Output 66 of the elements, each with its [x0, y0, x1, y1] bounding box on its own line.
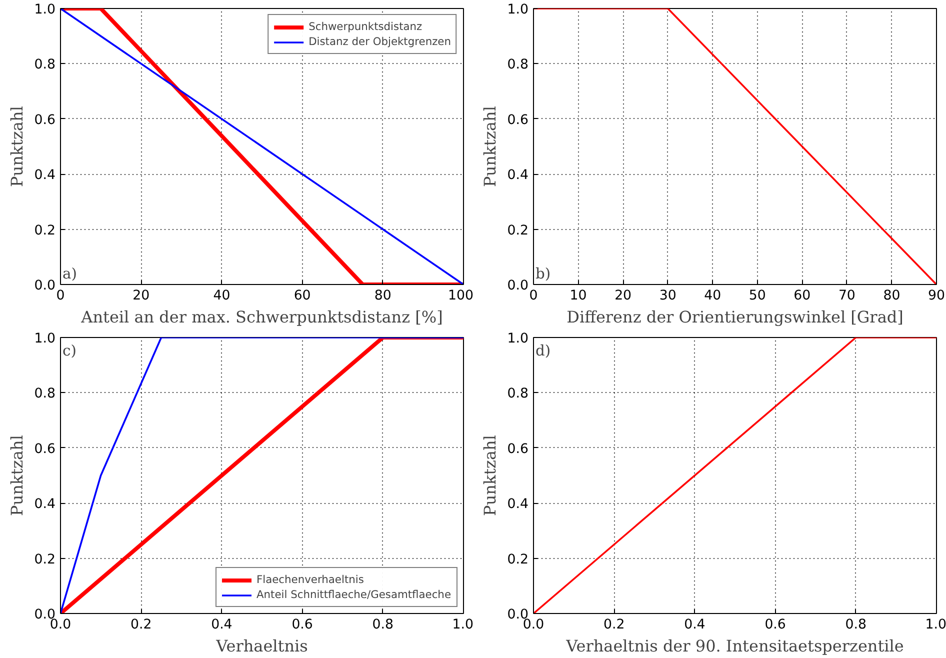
y-axis-title: Punktzahl	[7, 435, 26, 516]
annotation: c)	[62, 342, 76, 360]
y-tick-label: 0.2	[34, 552, 56, 568]
x-tick-label: 10	[570, 288, 587, 304]
y-tick-label: 0.6	[507, 442, 529, 457]
y-tick-label: 0.4	[507, 168, 529, 184]
annotation: a)	[62, 266, 77, 282]
x-tick-label: 0.4	[211, 618, 232, 632]
annotation: b)	[536, 266, 551, 282]
x-tick-label: 0.4	[684, 618, 706, 632]
annotation: d)	[536, 342, 551, 360]
x-tick-label: 0.8	[845, 618, 867, 632]
x-tick-label: 80	[374, 288, 392, 304]
y-tick-label: 0.6	[507, 112, 529, 128]
x-tick-label: 20	[614, 288, 632, 304]
x-tick-label: 1.0	[452, 618, 474, 632]
x-tick-label: 90	[928, 288, 945, 304]
y-tick-label: 0.2	[507, 552, 529, 568]
y-axis-title: Punktzahl	[7, 106, 26, 187]
x-tick-label: 0.0	[522, 618, 544, 632]
x-tick-label: 0	[56, 288, 65, 304]
x-tick-label: 0.6	[292, 618, 313, 632]
x-tick-label: 60	[794, 288, 811, 304]
x-tick-label: 30	[659, 288, 676, 304]
y-axis-title: Punktzahl	[480, 106, 500, 187]
x-tick-label: 0.2	[604, 618, 625, 632]
x-axis-title: Verhaeltnis der 90. Intensitaetsperzentile	[565, 636, 904, 656]
y-tick-label: 0.2	[34, 223, 56, 238]
x-axis-title: Verhaeltnis	[215, 636, 308, 656]
y-tick-label: 0.0	[507, 278, 529, 294]
x-tick-label: 40	[213, 288, 230, 304]
x-axis-title: Anteil an der max. Schwerpunktsdistanz [%]	[80, 308, 443, 326]
y-tick-label: 1.0	[34, 332, 56, 346]
y-tick-label: 0.2	[507, 223, 529, 238]
y-tick-label: 0.4	[34, 168, 56, 184]
x-tick-label: 100	[448, 288, 474, 304]
x-tick-label: 0.8	[372, 618, 394, 632]
y-tick-label: 0.8	[34, 386, 56, 402]
x-tick-label: 60	[294, 288, 311, 304]
y-tick-label: 0.6	[34, 112, 56, 128]
x-tick-label: 0.2	[130, 618, 152, 632]
x-tick-label: 0.6	[764, 618, 786, 632]
x-tick-label: 40	[704, 288, 722, 304]
y-tick-label: 1.0	[507, 2, 529, 18]
y-axis-title: Punktzahl	[480, 435, 500, 516]
y-tick-label: 0.4	[507, 497, 529, 512]
x-tick-label: 80	[883, 288, 900, 304]
y-tick-label: 0.8	[507, 58, 529, 73]
legend-label: Distanz der Objektgrenzen	[308, 35, 451, 48]
x-axis-title: Differenz der Orientierungswinkel [Grad]	[566, 308, 904, 326]
y-tick-label: 0.8	[507, 386, 529, 402]
y-tick-label: 0.8	[34, 58, 56, 73]
x-tick-label: 0.0	[50, 618, 72, 632]
y-tick-label: 0.6	[34, 442, 56, 457]
legend-label: Anteil Schnittflaeche/Gesamtflaeche	[256, 588, 451, 601]
x-tick-label: 0	[529, 288, 538, 304]
x-tick-label: 70	[838, 288, 856, 304]
legend-label: Flaechenverhaeltnis	[256, 573, 364, 586]
y-tick-label: 0.0	[34, 278, 56, 294]
x-tick-label: 1.0	[925, 618, 946, 632]
x-tick-label: 50	[748, 288, 766, 304]
y-tick-label: 0.4	[34, 497, 56, 512]
y-tick-label: 1.0	[507, 332, 529, 346]
legend-label: Schwerpunktsdistanz	[308, 20, 422, 33]
y-tick-label: 1.0	[34, 2, 56, 18]
x-tick-label: 20	[132, 288, 150, 304]
